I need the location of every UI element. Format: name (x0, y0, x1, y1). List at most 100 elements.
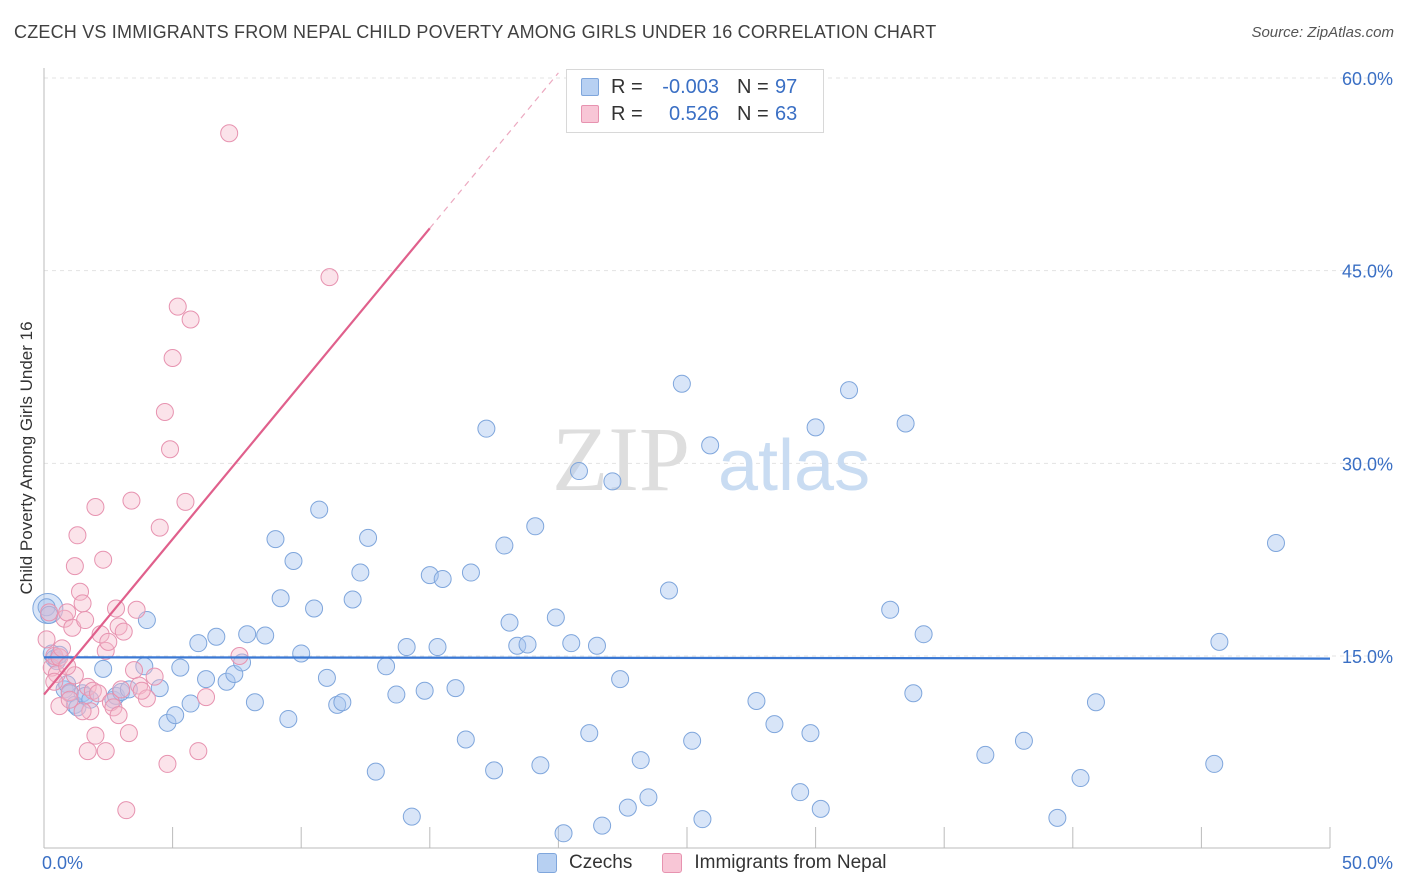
nepal-point (125, 661, 144, 680)
nepal-point (73, 702, 92, 721)
czechs-point (526, 517, 545, 536)
czechs-point (1266, 533, 1285, 552)
czechs-point (765, 715, 784, 734)
czechs-point (217, 672, 236, 691)
nepal-point (65, 557, 84, 576)
nepal-point (83, 681, 102, 700)
nepal-point (71, 582, 90, 601)
czechs-point (801, 724, 820, 743)
watermark: ZIP atlas (552, 408, 870, 510)
nepal-point (114, 622, 133, 641)
czechs-point (158, 713, 177, 732)
czechs-point (485, 761, 504, 780)
czechs-point (1210, 632, 1229, 651)
czechs-point (881, 600, 900, 619)
chart-title: CZECH VS IMMIGRANTS FROM NEPAL CHILD POV… (14, 22, 937, 42)
czechs-point (811, 799, 830, 818)
czechs-point (333, 693, 352, 712)
czechs-point (1048, 808, 1067, 827)
czechs-point (896, 414, 915, 433)
czechs-point (461, 563, 480, 582)
czechs-point (659, 581, 678, 600)
czechs-point (456, 730, 475, 749)
y-tick-label: 15.0% (1342, 647, 1393, 667)
nepal-point (86, 726, 105, 745)
nepal-point (155, 402, 174, 421)
czechs-legend-label: Czechs (569, 852, 633, 873)
nepal-point (73, 594, 92, 613)
nepal-point (40, 603, 59, 622)
czechs-point (639, 788, 658, 807)
nepal-point (60, 690, 79, 709)
czechs-point (387, 685, 406, 704)
nepal-point (94, 550, 113, 569)
nepal-point (230, 647, 249, 666)
czechs-point (500, 613, 519, 632)
czechs-point (366, 762, 385, 781)
czechs-point (618, 798, 637, 817)
nepal-point (109, 706, 128, 725)
czechs-point (328, 695, 347, 714)
czechs-point (580, 724, 599, 743)
nepal-point (127, 600, 146, 619)
czechs-point (402, 807, 421, 826)
nepal-point (320, 268, 339, 287)
czechs-legend-swatch (537, 853, 557, 873)
nepal-point (50, 697, 69, 716)
nepal-point (181, 310, 200, 329)
czechs-point (569, 462, 588, 481)
czechs-point (1071, 769, 1090, 788)
nepal-point (163, 349, 182, 368)
czechs-point (279, 709, 298, 728)
watermark-zip: ZIP (552, 408, 690, 510)
x-tick-label: 50.0% (1342, 853, 1393, 873)
series-legend: Czechs Immigrants from Nepal (537, 852, 917, 874)
czechs-point (495, 536, 514, 555)
legend-row-nepal: R = 0.526 N = 63 (581, 101, 797, 127)
legend-row-czechs: R = -0.003 N = 97 (581, 74, 797, 100)
axes (43, 68, 1331, 849)
nepal-n-value: 63 (775, 102, 798, 125)
nepal-point (89, 684, 108, 703)
czechs-point (397, 638, 416, 657)
nepal-point (220, 124, 239, 143)
czechs-point (791, 783, 810, 802)
czechs-point (631, 751, 650, 770)
czechs-point (976, 745, 995, 764)
czechs-point (554, 824, 573, 843)
czechs-point (245, 693, 264, 712)
czechs-point (518, 635, 537, 654)
czechs-point (446, 679, 465, 698)
czechs-trend-line (43, 656, 1331, 660)
czechs-point (693, 810, 712, 829)
czechs-swatch (581, 78, 599, 96)
legend-item-czechs[interactable]: Czechs (537, 852, 632, 874)
czechs-point (119, 680, 138, 699)
nepal-point (112, 680, 131, 699)
trend-lines (43, 72, 1331, 696)
czechs-point (377, 657, 396, 676)
nepal-point (65, 666, 84, 685)
czechs-point (1205, 754, 1224, 773)
legend-item-nepal[interactable]: Immigrants from Nepal (662, 852, 887, 874)
czechs-r-value: -0.003 (662, 75, 719, 98)
czechs-point (317, 668, 336, 687)
nepal-point (109, 617, 128, 636)
nepal-trend-extension (429, 72, 559, 229)
nepal-r-label: R = (611, 102, 643, 125)
czechs-point (701, 436, 720, 455)
watermark-atlas: atlas (718, 426, 870, 506)
czechs-r-label: R = (611, 75, 643, 98)
nepal-point (37, 630, 56, 649)
czechs-point (914, 625, 933, 644)
czechs-point (292, 644, 311, 663)
nepal-swatch (581, 105, 599, 123)
nepal-point (168, 297, 187, 316)
nepal-n-label: N = (737, 102, 769, 125)
nepal-point (76, 611, 95, 630)
czechs-point (562, 634, 581, 653)
czechs-point (207, 627, 226, 646)
x-tick-label: 0.0% (42, 853, 83, 873)
czechs-point (343, 590, 362, 609)
y-tick-label: 45.0% (1342, 262, 1393, 282)
